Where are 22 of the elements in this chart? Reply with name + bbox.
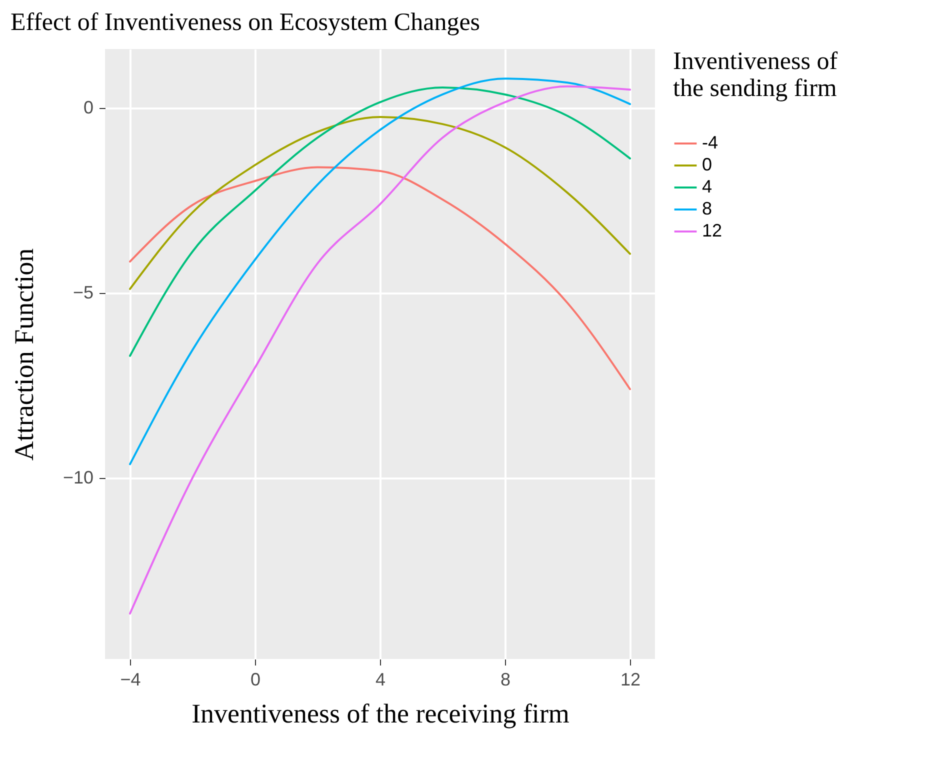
chart-title: Effect of Inventiveness on Ecosystem Changes [10, 9, 480, 36]
line-series [129, 116, 631, 290]
legend-label: 12 [702, 220, 722, 240]
line-series [129, 166, 631, 390]
legend-label: 0 [702, 154, 712, 174]
legend-label: 4 [702, 176, 712, 196]
x-axis-title: Inventiveness of the receiving firm [192, 698, 570, 728]
x-tick-label: −4 [120, 670, 141, 690]
legend-title: Inventiveness of the sending firm [673, 48, 838, 102]
y-axis-title: Attraction Function [8, 248, 39, 461]
line-series [129, 85, 631, 615]
x-tick-label: 0 [250, 670, 261, 690]
y-tick-label: −5 [72, 282, 94, 302]
y-tick-label: 0 [83, 98, 94, 118]
y-tick-label: −10 [62, 467, 94, 488]
legend-label: 8 [702, 198, 712, 218]
line-series [129, 86, 631, 357]
x-tick-label: 12 [620, 670, 641, 690]
line-series [129, 78, 631, 466]
x-tick-label: 4 [375, 670, 386, 690]
x-tick-label: 8 [500, 670, 511, 690]
legend-label: -4 [702, 132, 718, 152]
